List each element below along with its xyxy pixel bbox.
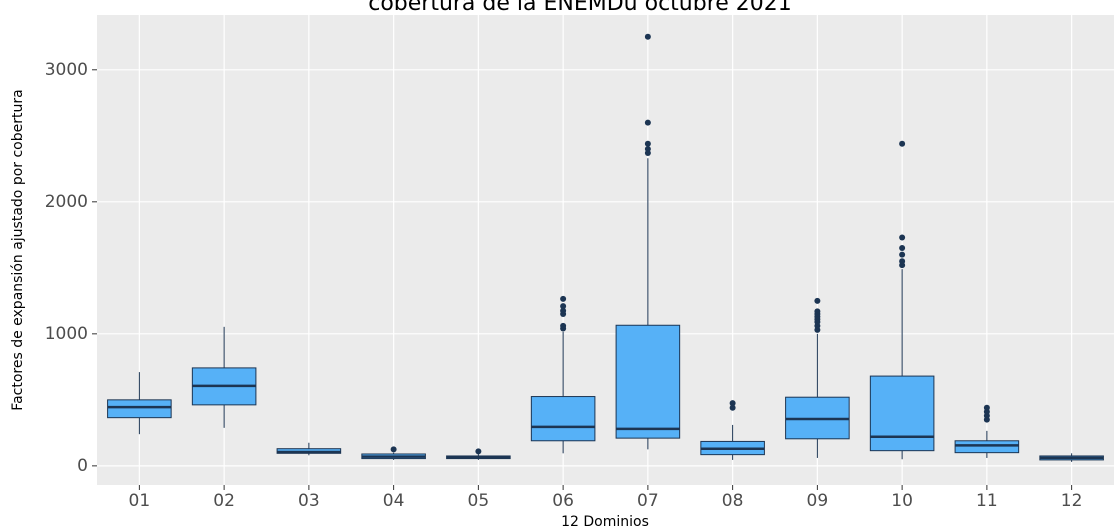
x-tick-label: 07	[637, 491, 659, 511]
box	[107, 399, 172, 419]
outlier	[814, 308, 821, 315]
outlier	[899, 234, 906, 241]
x-tick-label: 04	[383, 491, 405, 511]
x-tick-label: 08	[722, 491, 744, 511]
x-tick-label: 10	[891, 491, 913, 511]
box	[954, 440, 1020, 454]
y-tick-label: 0	[77, 456, 88, 476]
y-axis-label: Factores de expansión ajustado por cober…	[10, 89, 26, 410]
x-tick-label: 06	[552, 491, 574, 511]
box	[869, 375, 935, 452]
y-tick-label: 2000	[45, 192, 88, 212]
outlier	[899, 245, 906, 252]
x-tick-label: 11	[976, 491, 998, 511]
outlier	[899, 258, 906, 265]
outlier	[475, 448, 482, 455]
outlier	[560, 322, 567, 329]
outlier	[644, 33, 651, 40]
y-tick-label: 3000	[45, 60, 88, 80]
plot-panel	[97, 15, 1114, 485]
x-tick-label: 12	[1061, 491, 1083, 511]
box	[530, 396, 596, 442]
y-tick-label: 1000	[45, 324, 88, 344]
outlier	[390, 446, 397, 453]
chart-title: cobertura de la ENEMDu octubre 2021	[368, 0, 792, 16]
outlier	[729, 400, 736, 407]
outlier	[560, 303, 567, 310]
marks	[107, 33, 1104, 462]
x-tick-label: 05	[468, 491, 490, 511]
outlier	[729, 404, 736, 411]
x-tick-label: 09	[807, 491, 829, 511]
outlier	[560, 307, 567, 314]
outlier	[644, 119, 651, 126]
outlier	[644, 140, 651, 147]
x-tick-label: 01	[129, 491, 151, 511]
x-tick-label: 03	[298, 491, 320, 511]
outlier	[560, 295, 567, 302]
x-axis-label: 12 Dominios	[561, 514, 649, 530]
outlier	[814, 297, 821, 304]
x-tick-label: 02	[213, 491, 235, 511]
outlier	[899, 251, 906, 258]
box	[615, 324, 681, 439]
outlier	[644, 146, 651, 153]
outlier	[983, 404, 990, 411]
outlier	[899, 140, 906, 147]
